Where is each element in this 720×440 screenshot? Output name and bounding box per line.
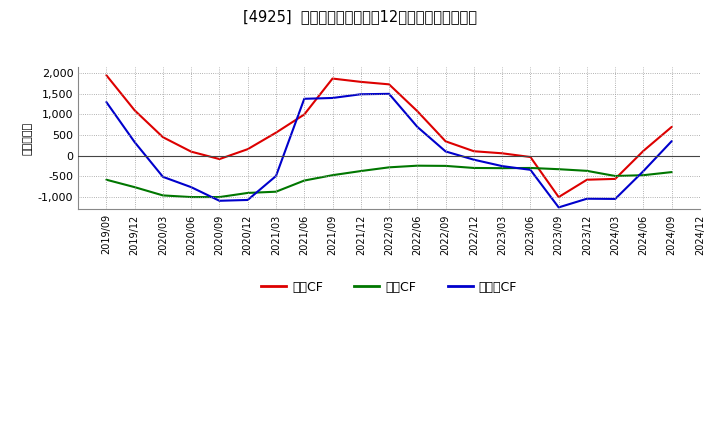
営業CF: [328, 76, 337, 81]
営業CF: [300, 112, 309, 117]
営業CF: [498, 150, 506, 156]
営業CF: [158, 135, 167, 140]
フリーCF: [498, 163, 506, 169]
フリーCF: [300, 96, 309, 102]
フリーCF: [526, 167, 535, 172]
フリーCF: [639, 169, 648, 174]
投資CF: [130, 184, 139, 190]
フリーCF: [102, 99, 111, 105]
投資CF: [667, 169, 676, 175]
フリーCF: [328, 95, 337, 101]
営業CF: [611, 176, 619, 182]
投資CF: [384, 165, 393, 170]
投資CF: [526, 165, 535, 171]
営業CF: [582, 177, 591, 182]
フリーCF: [413, 124, 422, 129]
営業CF: [271, 130, 280, 135]
営業CF: [187, 149, 196, 154]
投資CF: [158, 193, 167, 198]
フリーCF: [130, 139, 139, 145]
フリーCF: [667, 139, 676, 144]
営業CF: [130, 108, 139, 113]
営業CF: [356, 79, 365, 84]
営業CF: [441, 139, 450, 144]
営業CF: [469, 149, 478, 154]
営業CF: [554, 194, 563, 200]
フリーCF: [611, 196, 619, 202]
Line: 投資CF: 投資CF: [107, 166, 672, 197]
投資CF: [300, 178, 309, 183]
フリーCF: [384, 91, 393, 96]
投資CF: [498, 165, 506, 171]
フリーCF: [187, 184, 196, 190]
Line: フリーCF: フリーCF: [107, 94, 672, 207]
Legend: 営業CF, 投資CF, フリーCF: 営業CF, 投資CF, フリーCF: [256, 275, 522, 298]
営業CF: [639, 148, 648, 154]
フリーCF: [158, 174, 167, 180]
フリーCF: [356, 92, 365, 97]
投資CF: [356, 169, 365, 174]
フリーCF: [271, 173, 280, 179]
投資CF: [215, 194, 224, 200]
営業CF: [243, 147, 252, 152]
投資CF: [582, 168, 591, 173]
フリーCF: [215, 198, 224, 203]
投資CF: [413, 163, 422, 169]
営業CF: [413, 109, 422, 114]
営業CF: [526, 154, 535, 160]
投資CF: [611, 173, 619, 179]
営業CF: [102, 73, 111, 78]
投資CF: [243, 190, 252, 195]
フリーCF: [469, 157, 478, 162]
フリーCF: [554, 205, 563, 210]
投資CF: [328, 172, 337, 178]
Text: [4925]  キャッシュフローの12か月移動合計の推移: [4925] キャッシュフローの12か月移動合計の推移: [243, 9, 477, 24]
投資CF: [187, 194, 196, 200]
投資CF: [554, 167, 563, 172]
フリーCF: [582, 196, 591, 202]
投資CF: [102, 177, 111, 182]
投資CF: [469, 165, 478, 171]
投資CF: [639, 172, 648, 178]
Line: 営業CF: 営業CF: [107, 75, 672, 197]
投資CF: [271, 189, 280, 194]
営業CF: [384, 82, 393, 87]
営業CF: [667, 124, 676, 129]
営業CF: [215, 157, 224, 162]
フリーCF: [441, 149, 450, 154]
フリーCF: [243, 197, 252, 202]
投資CF: [441, 163, 450, 169]
Y-axis label: （百万円）: （百万円）: [22, 122, 32, 155]
